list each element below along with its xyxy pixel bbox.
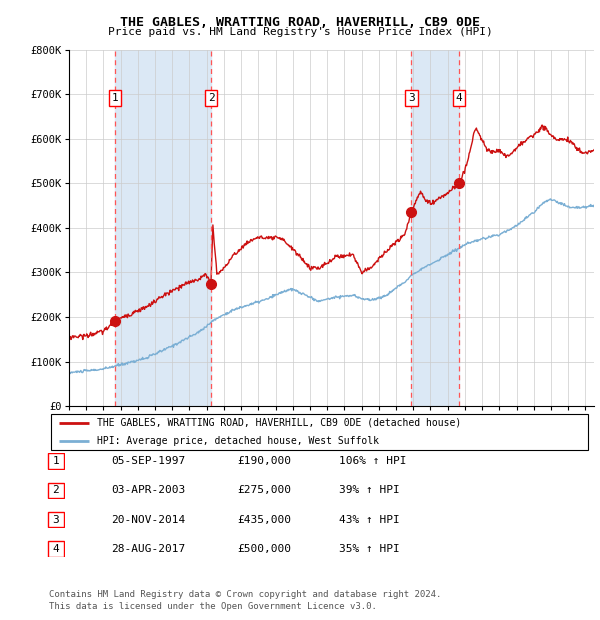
Text: 2: 2 xyxy=(208,93,214,103)
Text: Contains HM Land Registry data © Crown copyright and database right 2024.
This d: Contains HM Land Registry data © Crown c… xyxy=(49,590,442,611)
Text: 2: 2 xyxy=(52,485,59,495)
Text: 3: 3 xyxy=(52,515,59,525)
Text: £500,000: £500,000 xyxy=(237,544,291,554)
Text: 05-SEP-1997: 05-SEP-1997 xyxy=(111,456,185,466)
Text: 28-AUG-2017: 28-AUG-2017 xyxy=(111,544,185,554)
Text: 4: 4 xyxy=(455,93,463,103)
Text: 1: 1 xyxy=(112,93,118,103)
Text: HPI: Average price, detached house, West Suffolk: HPI: Average price, detached house, West… xyxy=(97,435,379,446)
Text: £190,000: £190,000 xyxy=(237,456,291,466)
Text: £275,000: £275,000 xyxy=(237,485,291,495)
Text: 43% ↑ HPI: 43% ↑ HPI xyxy=(339,515,400,525)
Text: Price paid vs. HM Land Registry's House Price Index (HPI): Price paid vs. HM Land Registry's House … xyxy=(107,27,493,37)
Text: 35% ↑ HPI: 35% ↑ HPI xyxy=(339,544,400,554)
Text: 106% ↑ HPI: 106% ↑ HPI xyxy=(339,456,407,466)
Text: 3: 3 xyxy=(408,93,415,103)
Bar xyxy=(412,50,459,406)
Text: 39% ↑ HPI: 39% ↑ HPI xyxy=(339,485,400,495)
Text: THE GABLES, WRATTING ROAD, HAVERHILL, CB9 0DE (detached house): THE GABLES, WRATTING ROAD, HAVERHILL, CB… xyxy=(97,417,461,428)
Text: THE GABLES, WRATTING ROAD, HAVERHILL, CB9 0DE: THE GABLES, WRATTING ROAD, HAVERHILL, CB… xyxy=(120,16,480,29)
Text: 4: 4 xyxy=(52,544,59,554)
Text: 03-APR-2003: 03-APR-2003 xyxy=(111,485,185,495)
Bar xyxy=(115,50,211,406)
Text: 1: 1 xyxy=(52,456,59,466)
Text: £435,000: £435,000 xyxy=(237,515,291,525)
Text: 20-NOV-2014: 20-NOV-2014 xyxy=(111,515,185,525)
